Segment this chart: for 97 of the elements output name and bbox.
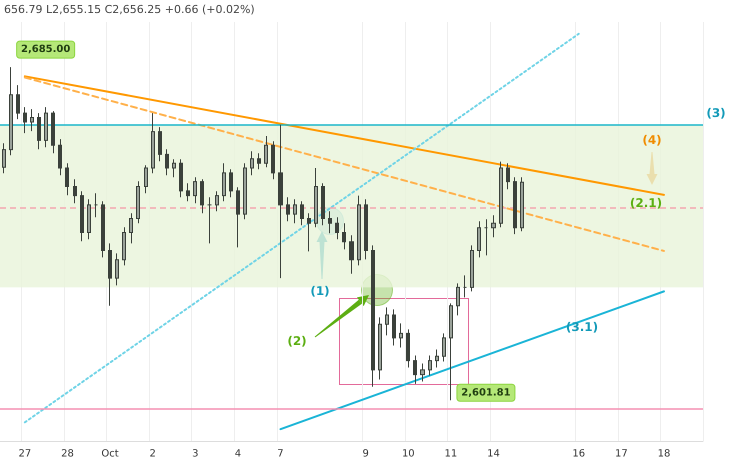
candlestick [385, 306, 389, 336]
candlestick [108, 242, 112, 306]
candlestick [364, 198, 368, 260]
candlestick [328, 210, 332, 234]
candlestick [420, 362, 425, 382]
candlestick [499, 161, 503, 228]
annotation: (3.1) [566, 320, 598, 334]
x-tick-label: 14 [487, 448, 500, 460]
candlestick [94, 192, 98, 218]
candlestick [371, 244, 375, 388]
candlestick [2, 142, 6, 174]
candlestick [165, 148, 169, 176]
candlestick [470, 244, 474, 292]
candlestick [520, 176, 524, 232]
candlestick [321, 182, 325, 226]
candlestick [158, 126, 162, 162]
candlestick [207, 196, 212, 244]
candlestick [44, 106, 48, 148]
candlestick [222, 162, 226, 202]
candlestick [435, 348, 439, 368]
candlestick [80, 190, 84, 242]
candlestick [151, 112, 155, 174]
candlestick [449, 302, 453, 401]
candlestick [51, 110, 55, 154]
candlestick [357, 195, 361, 266]
annotation: (4) [642, 133, 662, 147]
x-tick-label: 17 [614, 448, 628, 460]
candlestick [23, 106, 27, 134]
candlestick [264, 135, 268, 168]
candlestick [257, 152, 261, 170]
candlestick [456, 282, 460, 316]
candlestick [58, 138, 62, 176]
candlestick [200, 178, 204, 214]
x-tick-label: 4 [234, 448, 242, 460]
x-tick-label: 16 [572, 448, 586, 460]
candlestick [236, 186, 240, 248]
candlestick [172, 158, 176, 178]
x-tick-label: 9 [362, 448, 369, 460]
candlestick [87, 198, 91, 240]
candlestick [286, 196, 290, 222]
candlestick [513, 176, 517, 235]
candlestick [491, 214, 496, 238]
candlestick [293, 198, 297, 224]
candlestick [399, 322, 403, 348]
candlestick [484, 218, 488, 256]
x-tick-label: 27 [18, 448, 32, 460]
candlestick [179, 158, 183, 198]
candlestick [406, 328, 410, 368]
x-tick-label: 10 [402, 448, 415, 460]
x-tick-label: 11 [444, 448, 458, 460]
candlestick [250, 150, 254, 176]
candlestick [30, 108, 34, 132]
candlestick [229, 168, 233, 198]
candlestick [215, 190, 219, 212]
candlestick [101, 200, 105, 258]
candlestick [477, 220, 481, 258]
candlestick [16, 84, 20, 120]
x-tick-label: 28 [61, 448, 74, 460]
candlestick [442, 332, 446, 362]
annotation: (2) [287, 334, 307, 348]
candlestick [73, 178, 77, 204]
candlestick [378, 316, 382, 380]
candlestick [278, 124, 283, 279]
annotation: (2.1) [630, 196, 662, 210]
x-tick-label: Oct [101, 448, 119, 460]
candlestick [193, 176, 197, 204]
candlestick [144, 164, 148, 194]
x-tick-label: 7 [277, 448, 284, 460]
candlestick [186, 182, 190, 202]
candlestick [300, 200, 304, 226]
candlestick [349, 234, 354, 274]
candlestick [9, 66, 13, 156]
x-tick-label: 3 [192, 448, 198, 460]
candlestick [335, 216, 339, 240]
candlestick [463, 274, 467, 298]
candlestick [314, 168, 318, 228]
candlestick [506, 162, 510, 190]
candlestick [342, 222, 346, 250]
x-tick-label: 18 [658, 448, 670, 460]
annotation: (1) [310, 284, 330, 298]
candlestick [243, 162, 247, 220]
annotation: 2,601.81 [461, 387, 511, 398]
candlestick [271, 140, 275, 180]
candlestick [413, 354, 417, 384]
candlestick [122, 226, 126, 266]
candlestick [307, 212, 311, 252]
x-tick-label: 2 [149, 448, 156, 460]
text: (3) [706, 106, 726, 120]
candlestick [65, 162, 69, 196]
candlestick [129, 212, 133, 244]
text: 2,685.00 [20, 44, 70, 56]
candlestick [136, 180, 140, 224]
candlestick [428, 354, 432, 376]
candlestick [115, 252, 119, 286]
text: 656.79 L2,655.15 C2,656.25 +0.66 (+0.02%) [4, 3, 255, 16]
candlestick [392, 308, 396, 346]
candlestick [37, 112, 41, 150]
